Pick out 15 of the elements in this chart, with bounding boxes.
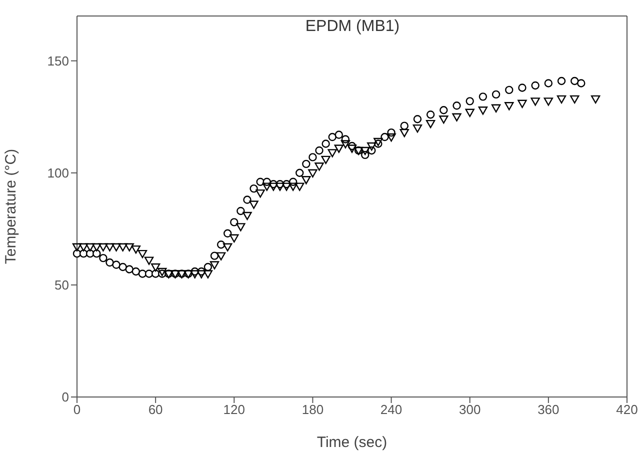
- chart-title: EPDM (MB1): [304, 18, 401, 36]
- x-tick-label: 120: [223, 402, 245, 418]
- x-tick-label: 60: [148, 402, 163, 418]
- y-axis-title: Temperature (°C): [2, 148, 20, 264]
- y-tick-label: 50: [54, 278, 69, 293]
- x-axis-title: Time (sec): [316, 434, 388, 451]
- x-tick-label: 420: [616, 402, 638, 418]
- x-tick-label: 360: [538, 402, 560, 418]
- y-tick-label: 100: [47, 165, 69, 180]
- x-tick-label: 0: [73, 402, 81, 418]
- x-tick-label: 300: [459, 402, 481, 418]
- x-tick-label: 180: [302, 402, 324, 418]
- y-tick-label: 150: [47, 53, 69, 68]
- y-tick-label: 0: [62, 390, 69, 405]
- x-tick-label: 240: [380, 402, 402, 418]
